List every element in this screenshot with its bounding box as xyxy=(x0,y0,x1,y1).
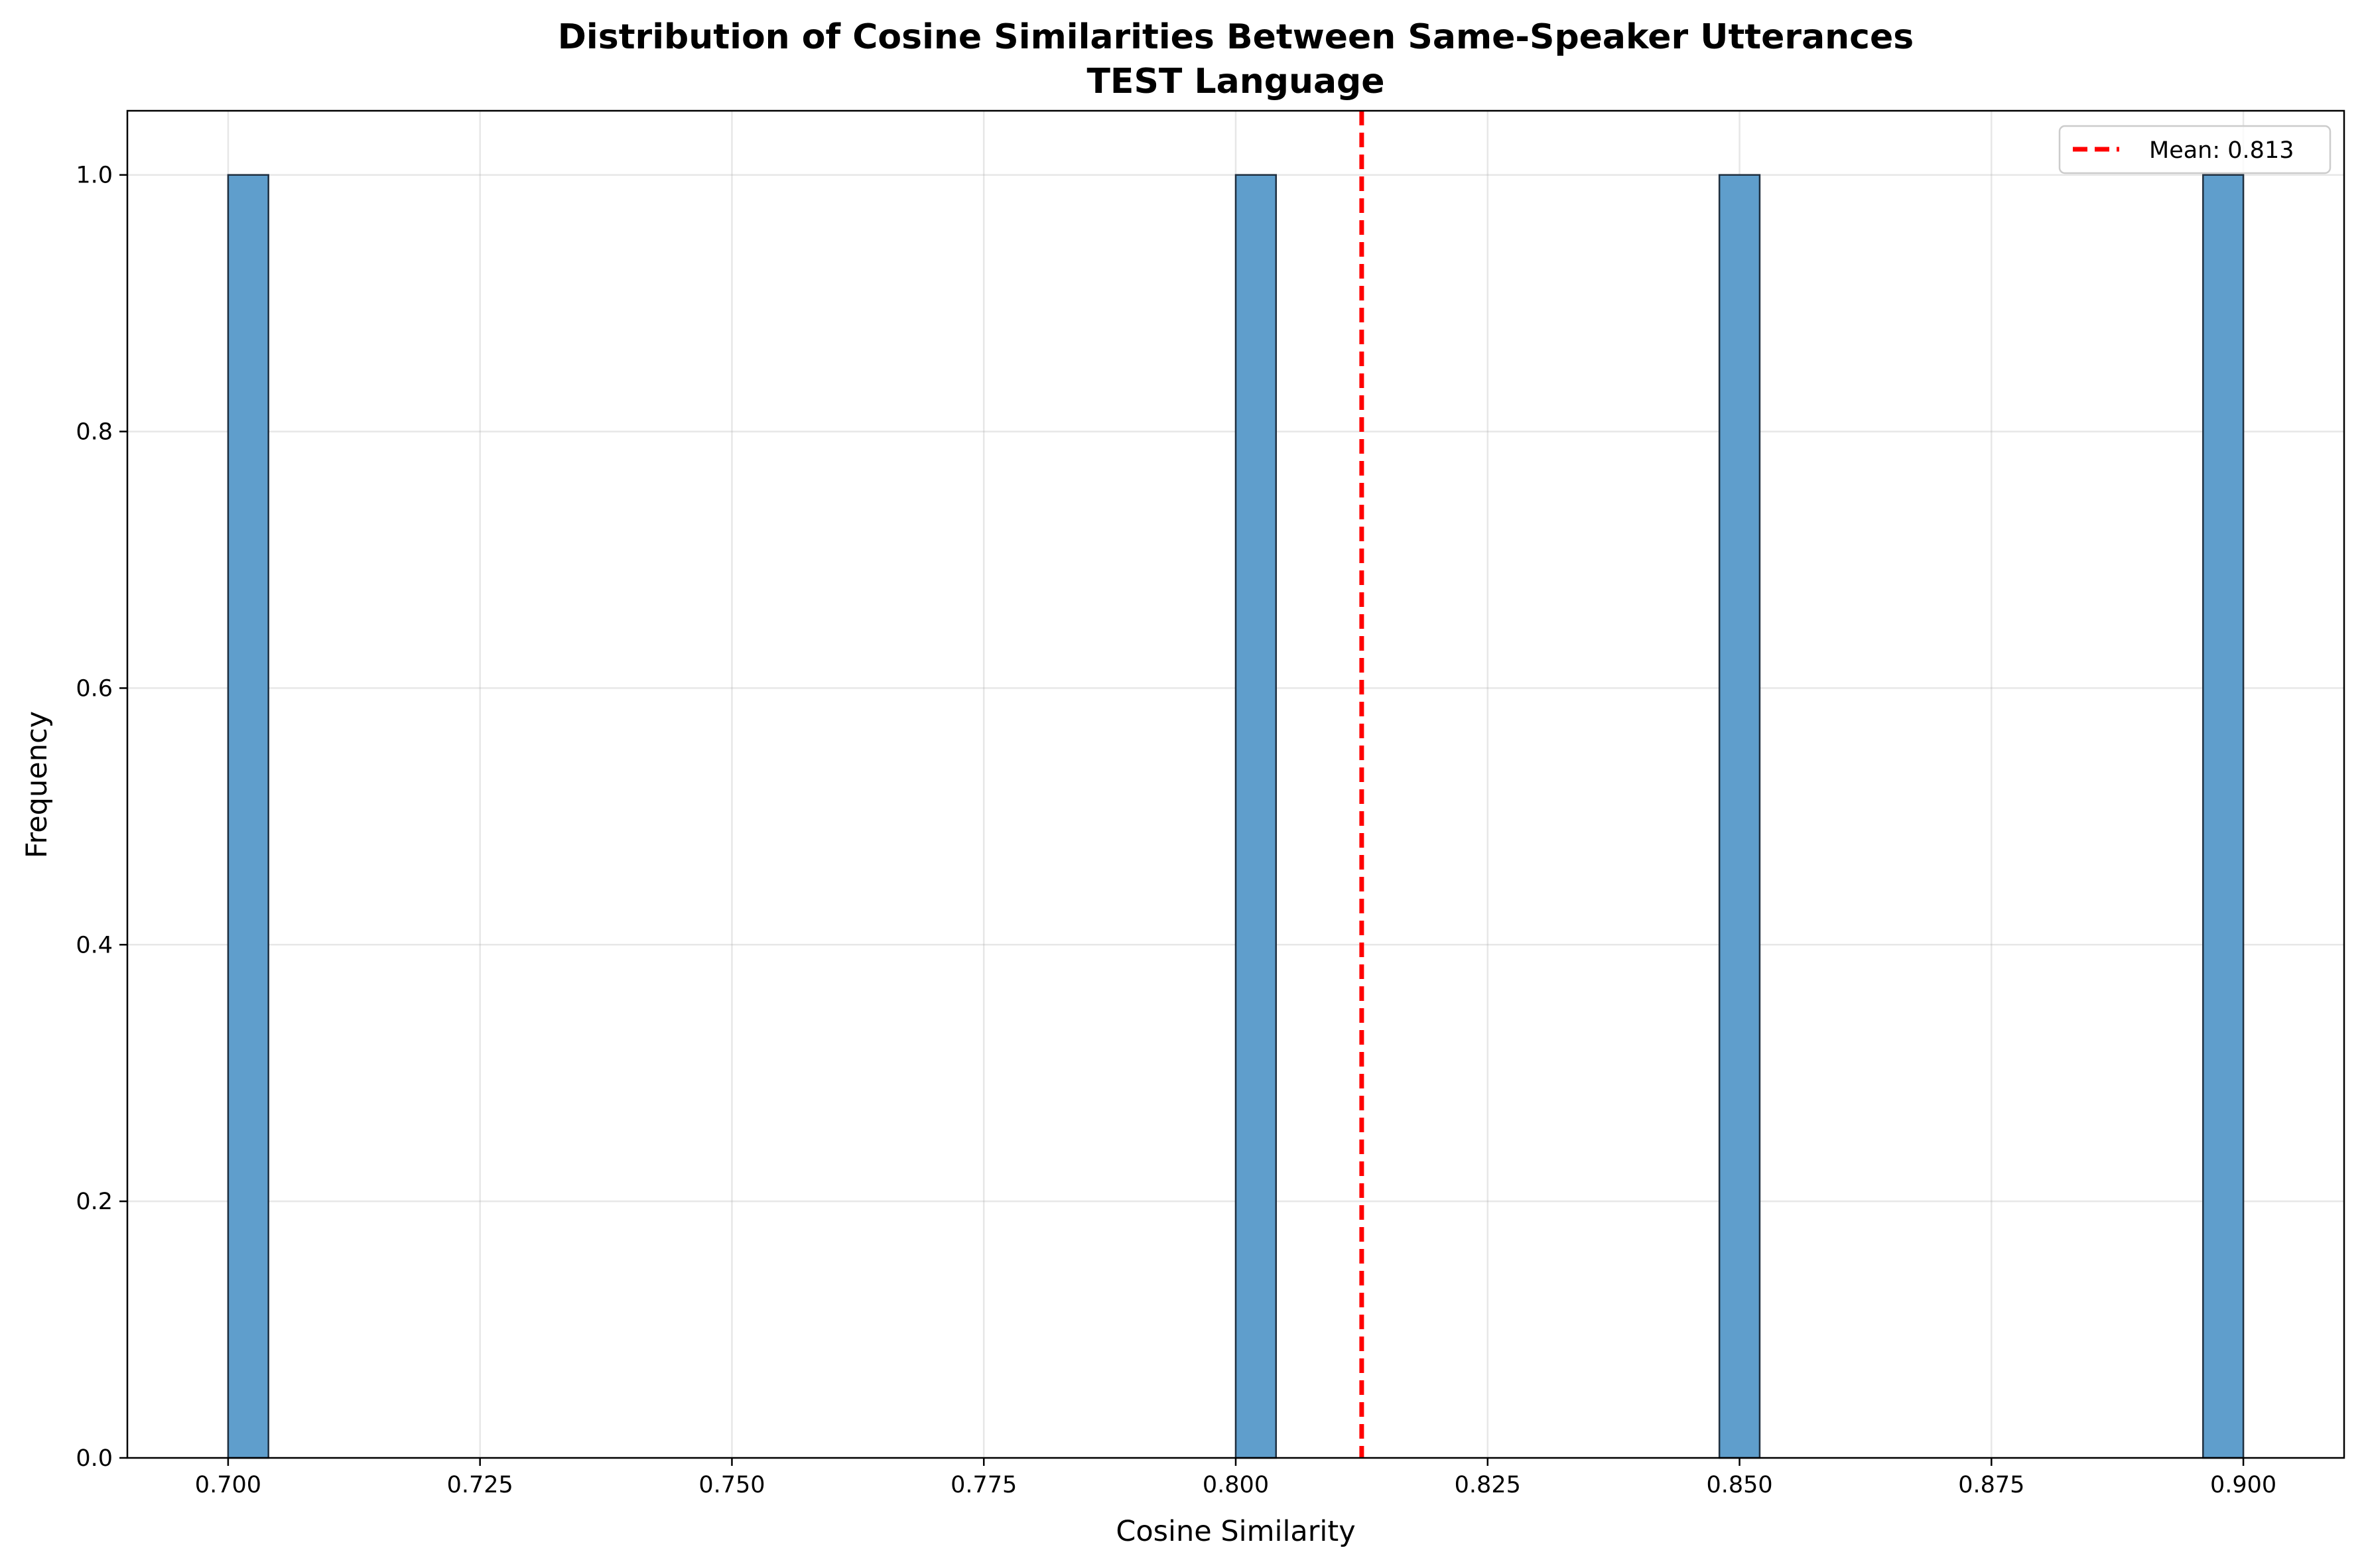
x-tick-label: 0.725 xyxy=(447,1472,513,1498)
x-axis-ticks: 0.700 0.725 0.750 0.775 0.800 0.825 0.850 0.875… xyxy=(195,1458,2276,1498)
y-tick-label: 0.4 xyxy=(76,932,113,958)
legend-mean-label: Mean: 0.813 xyxy=(2149,137,2294,164)
y-tick-label: 0.8 xyxy=(76,419,113,446)
x-tick-label: 0.800 xyxy=(1203,1472,1269,1498)
x-axis-label: Cosine Similarity xyxy=(1116,1515,1355,1548)
x-tick-label: 0.700 xyxy=(195,1472,261,1498)
legend-box xyxy=(2058,125,2331,174)
y-tick-label: 0.6 xyxy=(76,675,113,702)
y-axis-label: Frequency xyxy=(21,711,54,858)
y-axis-ticks: 0.0 0.2 0.4 0.6 0.8 1.0 xyxy=(76,163,127,1472)
histogram-bars xyxy=(227,174,2245,1459)
chart-title: Distribution of Cosine Similarities Betw… xyxy=(558,17,1914,57)
x-tick-label: 0.900 xyxy=(2210,1472,2276,1498)
histogram-bar-4 xyxy=(2202,174,2245,1459)
x-tick-label: 0.875 xyxy=(1958,1472,2024,1498)
x-tick-label: 0.750 xyxy=(698,1472,765,1498)
histogram-bar-3 xyxy=(1718,174,1761,1459)
legend: Mean: 0.813 xyxy=(2058,125,2331,174)
x-tick-label: 0.825 xyxy=(1455,1472,1521,1498)
x-tick-label: 0.775 xyxy=(951,1472,1017,1498)
y-tick-label: 0.0 xyxy=(76,1445,113,1472)
x-tick-label: 0.850 xyxy=(1706,1472,1772,1498)
chart-subtitle: TEST Language xyxy=(1086,62,1384,101)
histogram-bar-1 xyxy=(227,174,269,1459)
y-tick-label: 0.2 xyxy=(76,1189,113,1215)
histogram-bar-2 xyxy=(1234,174,1278,1459)
y-tick-label: 1.0 xyxy=(76,163,113,189)
